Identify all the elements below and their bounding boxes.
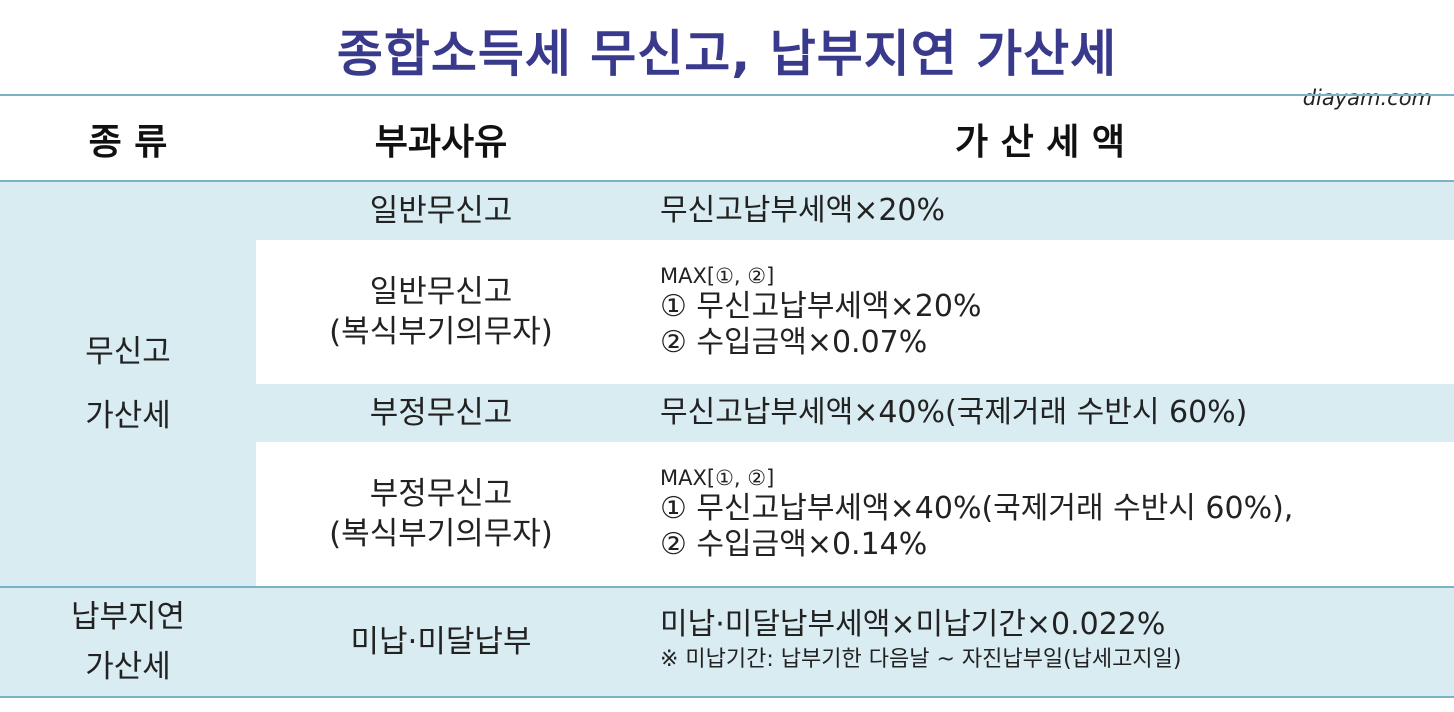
row-4-amount: MAX[①, ②] ① 무신고납부세액×40%(국제거래 수반시 60%), ②… <box>660 442 1450 586</box>
row-1-reason-line-1: 일반무신고 <box>369 193 513 229</box>
category-nonfiling: 무신고 가산세 <box>0 182 256 586</box>
header-bottom-rule <box>0 180 1454 182</box>
row-2-amount: MAX[①, ②] ① 무신고납부세액×20% ② 수입금액×0.07% <box>660 240 1450 384</box>
row-5-reason-line-1: 미납·미달납부 <box>350 624 532 660</box>
row-5-reason: 미납·미달납부 <box>256 588 626 696</box>
row-4-reason: 부정무신고 (복식부기의무자) <box>256 442 626 586</box>
row-3-amount-line-1: 무신고납부세액×40%(국제거래 수반시 60%) <box>660 395 1248 430</box>
row-1-amount-line-1: 무신고납부세액×20% <box>660 193 946 228</box>
row-3-reason-line-1: 부정무신고 <box>369 395 513 431</box>
row-4-amount-max: MAX[①, ②] <box>660 466 775 490</box>
header-amount: 가 산 세 액 <box>954 122 1126 163</box>
row-1-reason: 일반무신고 <box>256 182 626 240</box>
row-3-amount: 무신고납부세액×40%(국제거래 수반시 60%) <box>660 384 1450 442</box>
row-5-amount: 미납·미달납부세액×미납기간×0.022% ※ 미납기간: 납부기한 다음날 ~… <box>660 588 1450 696</box>
row-4-reason-line-1: 부정무신고 <box>369 476 513 512</box>
watermark: diayam.com <box>1302 86 1432 110</box>
row-1-amount: 무신고납부세액×20% <box>660 182 1450 240</box>
category-nonfiling-line-2: 가산세 <box>85 398 171 434</box>
row-4-amount-line-1: ① 무신고납부세액×40%(국제거래 수반시 60%), <box>660 491 1294 526</box>
header-reason: 부과사유 <box>374 122 508 163</box>
row-2-amount-line-2: ② 수입금액×0.07% <box>660 325 928 360</box>
category-nonfiling-line-1: 무신고 <box>85 334 171 370</box>
row-5-amount-line-1: 미납·미달납부세액×미납기간×0.022% <box>660 607 1166 642</box>
header-type: 종 류 <box>88 122 168 163</box>
category-late-payment-line-2: 가산세 <box>85 649 171 685</box>
table-bottom-rule <box>0 696 1454 698</box>
header-top-rule <box>0 94 1454 96</box>
page-title: 종합소득세 무신고, 납부지연 가산세 <box>336 25 1118 83</box>
row-4-amount-line-2: ② 수입금액×0.14% <box>660 527 928 562</box>
row-2-amount-max: MAX[①, ②] <box>660 264 775 288</box>
section-divider-rule <box>0 586 1454 588</box>
row-2-amount-line-1: ① 무신고납부세액×20% <box>660 289 982 324</box>
row-4-reason-line-2: (복식부기의무자) <box>329 516 553 552</box>
category-late-payment-line-1: 납부지연 <box>70 599 186 635</box>
section-late-payment-band <box>0 588 1454 696</box>
row-3-reason: 부정무신고 <box>256 384 626 442</box>
row-2-reason-line-2: (복식부기의무자) <box>329 314 553 350</box>
row-5-amount-note: ※ 미납기간: 납부기한 다음날 ~ 자진납부일(납세고지일) <box>660 647 1182 672</box>
row-white-bg-3 <box>256 442 1454 586</box>
row-2-reason-line-1: 일반무신고 <box>369 274 513 310</box>
row-2-reason: 일반무신고 (복식부기의무자) <box>256 240 626 384</box>
row-white-bg-1 <box>256 240 1454 384</box>
category-late-payment: 납부지연 가산세 <box>0 588 256 696</box>
